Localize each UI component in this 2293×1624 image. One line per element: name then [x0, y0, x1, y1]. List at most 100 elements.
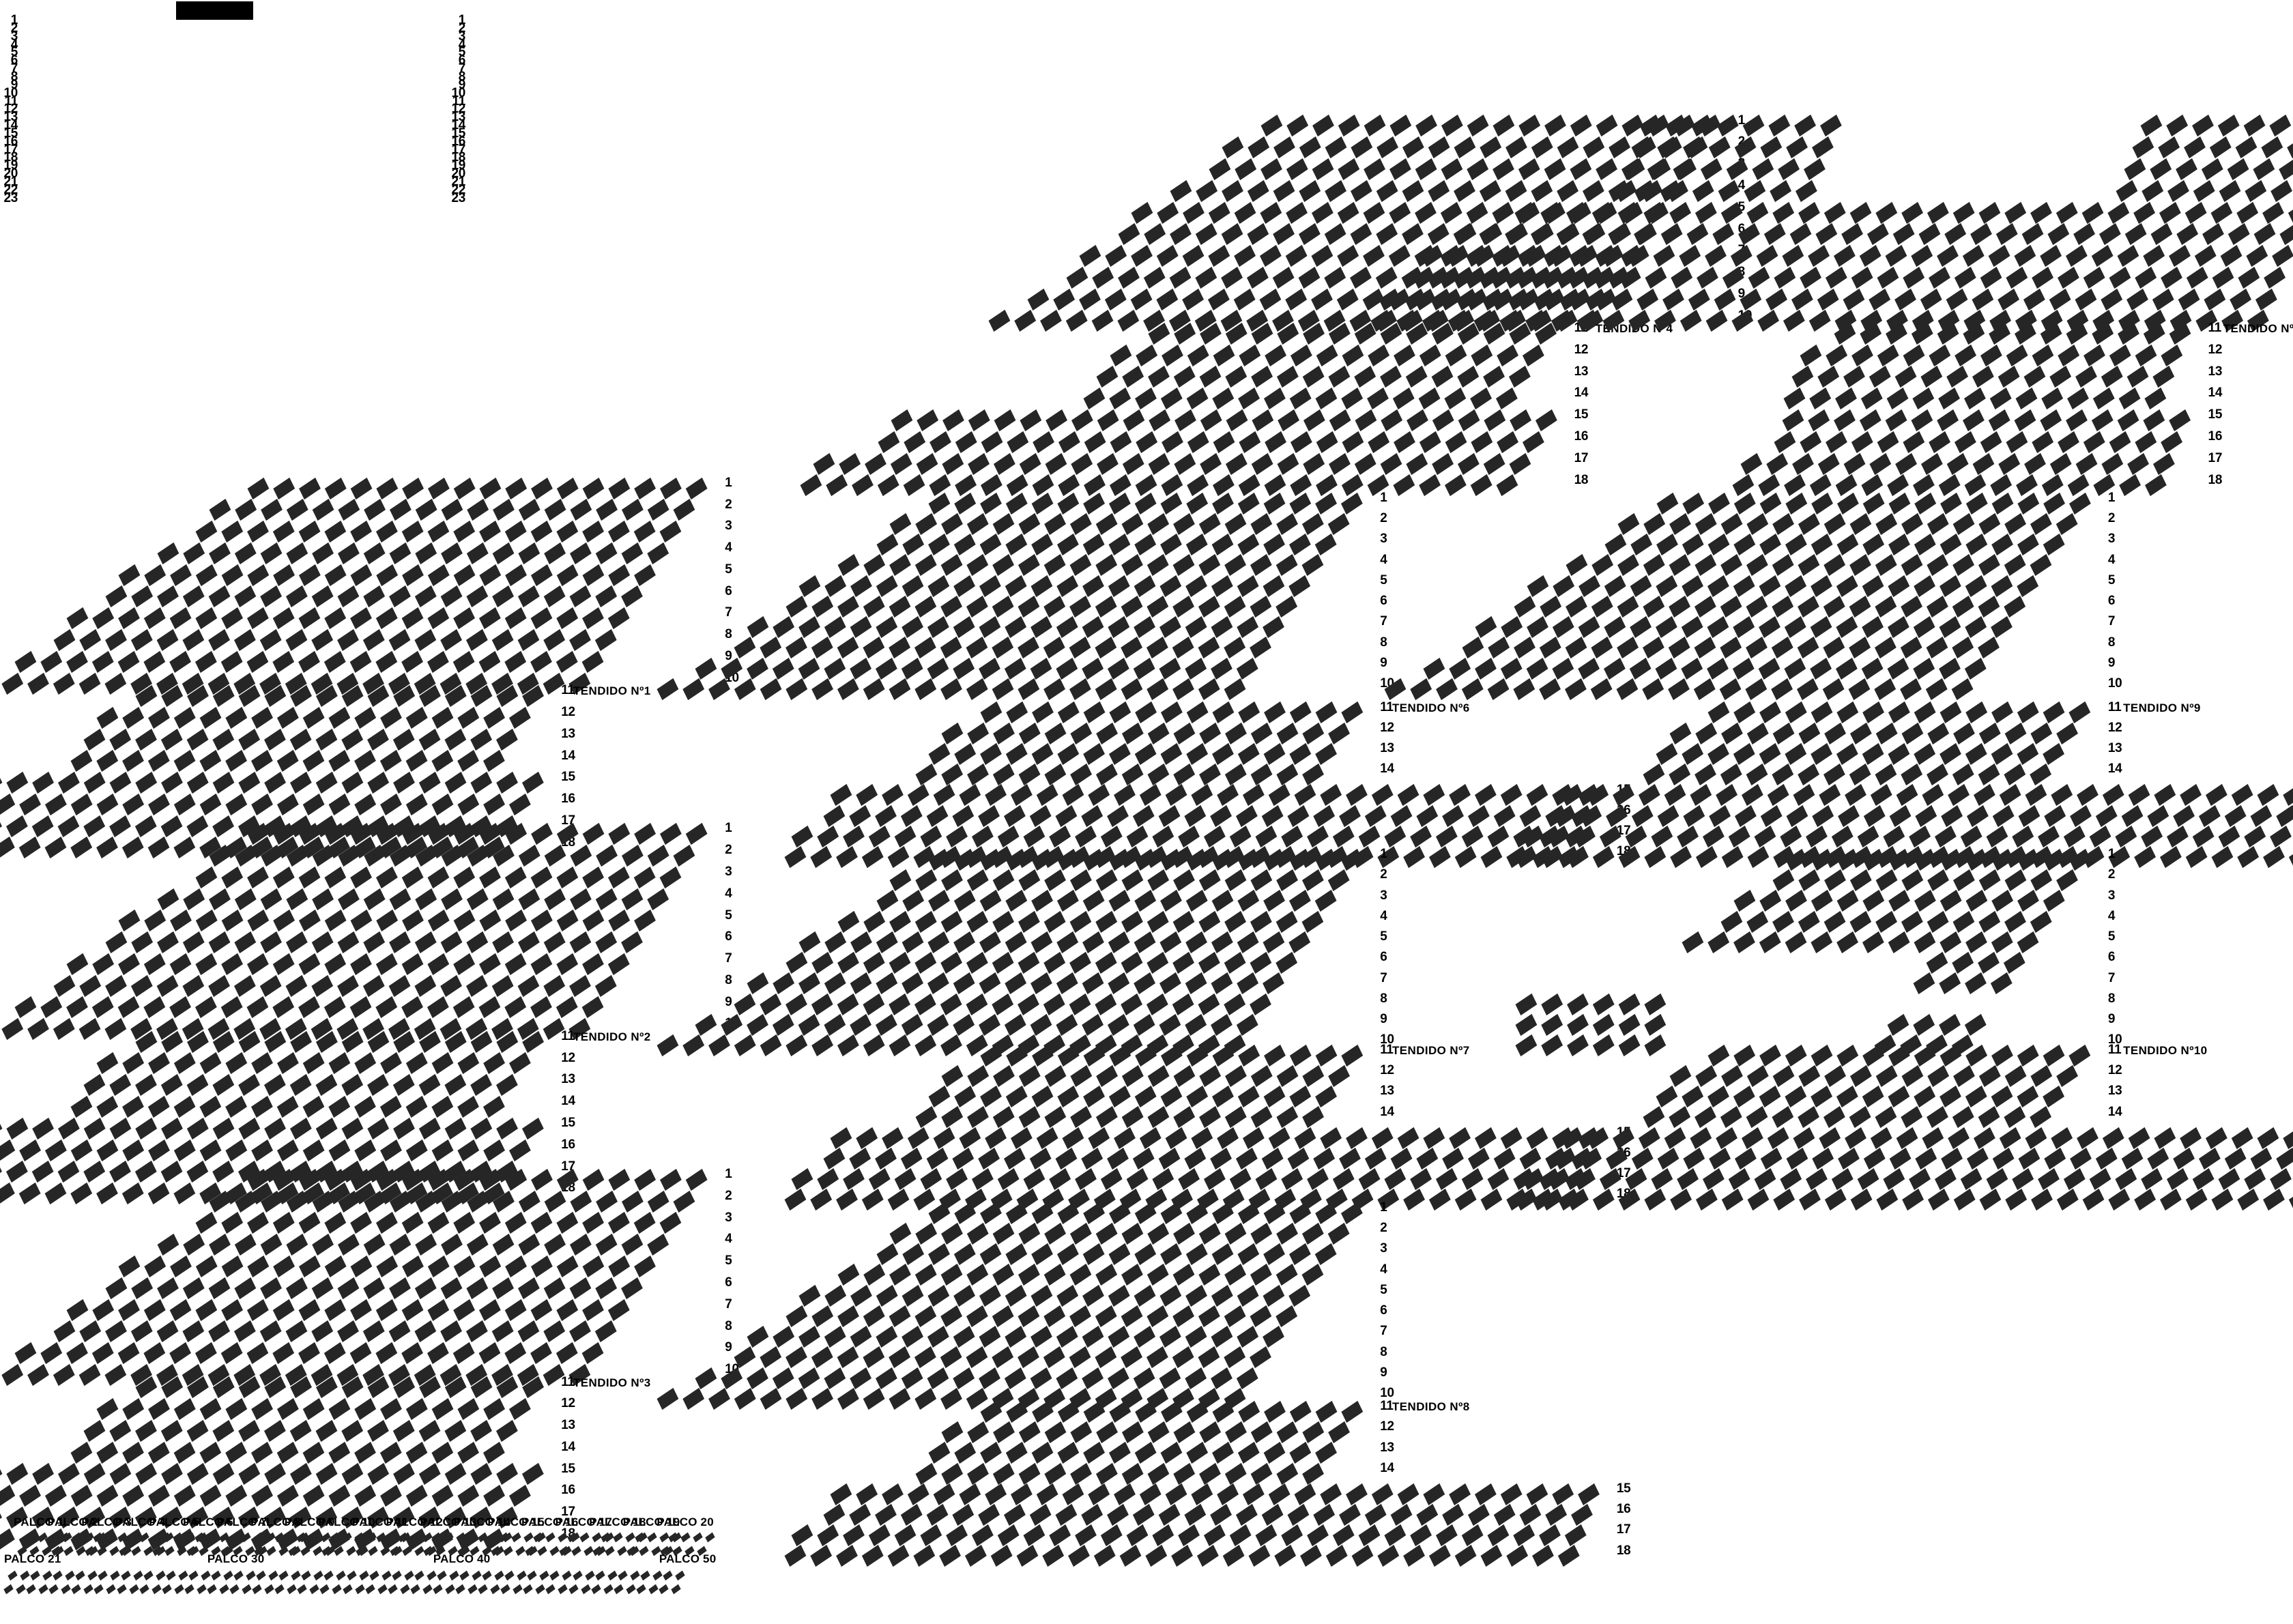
palco-box-39-row-1[interactable] — [414, 1569, 439, 1582]
seat[interactable] — [173, 1397, 196, 1420]
seat[interactable] — [1718, 179, 1740, 202]
seat[interactable] — [470, 1073, 493, 1096]
seat[interactable] — [646, 542, 669, 564]
seat[interactable] — [285, 931, 308, 953]
seat[interactable] — [1496, 387, 1518, 409]
seat[interactable] — [1505, 136, 1527, 158]
seat[interactable] — [2117, 322, 2139, 345]
seat[interactable] — [414, 542, 437, 564]
seat[interactable] — [277, 706, 299, 729]
seat[interactable] — [2057, 1188, 2079, 1210]
seat[interactable] — [1480, 1544, 1503, 1567]
seat[interactable] — [0, 793, 16, 815]
seat[interactable] — [1252, 409, 1273, 431]
seat[interactable] — [91, 953, 114, 975]
seat[interactable] — [152, 1546, 163, 1556]
seat[interactable] — [517, 1570, 527, 1581]
seat[interactable] — [1825, 266, 1847, 289]
seat[interactable] — [1911, 322, 1933, 345]
seat[interactable] — [298, 953, 321, 975]
seat[interactable] — [135, 684, 158, 707]
seat[interactable] — [2211, 1188, 2234, 1210]
seat[interactable] — [233, 628, 256, 651]
seat[interactable] — [1145, 1544, 1168, 1567]
seat[interactable] — [178, 1570, 188, 1581]
seat[interactable] — [582, 1255, 605, 1277]
seat[interactable] — [939, 1544, 962, 1567]
seat[interactable] — [220, 1342, 243, 1364]
seat[interactable] — [315, 1117, 338, 1140]
seat[interactable] — [418, 1073, 441, 1096]
seat[interactable] — [169, 1342, 191, 1364]
seat[interactable] — [811, 1034, 833, 1056]
seat[interactable] — [913, 1544, 936, 1567]
seat[interactable] — [891, 409, 913, 431]
seat[interactable] — [324, 1255, 347, 1277]
seat[interactable] — [66, 953, 89, 975]
seat[interactable] — [414, 1277, 437, 1299]
seat[interactable] — [657, 1034, 678, 1056]
seat[interactable] — [324, 866, 347, 888]
seat[interactable] — [376, 822, 399, 845]
seat[interactable] — [1238, 431, 1260, 453]
seat[interactable] — [400, 1584, 410, 1595]
seat[interactable] — [1675, 158, 1697, 180]
seat[interactable] — [264, 684, 287, 707]
seat[interactable] — [388, 1584, 398, 1595]
seat[interactable] — [671, 1584, 681, 1595]
seat[interactable] — [2271, 244, 2293, 267]
seat[interactable] — [367, 1117, 390, 1140]
seat[interactable] — [1796, 179, 1818, 202]
seat[interactable] — [811, 678, 833, 700]
seat[interactable] — [389, 542, 411, 564]
seat[interactable] — [83, 1584, 93, 1595]
seat[interactable] — [1535, 409, 1557, 431]
seat[interactable] — [785, 1034, 807, 1056]
seat[interactable] — [1939, 972, 1961, 994]
seat[interactable] — [1384, 678, 1407, 700]
seat[interactable] — [1042, 1544, 1065, 1567]
seat[interactable] — [1182, 244, 1205, 267]
seat[interactable] — [220, 650, 243, 673]
seat[interactable] — [2169, 409, 2191, 431]
seat[interactable] — [173, 1182, 196, 1204]
seat[interactable] — [199, 1397, 222, 1420]
seat[interactable] — [186, 1073, 209, 1096]
seat[interactable] — [321, 1546, 332, 1556]
seat[interactable] — [96, 1095, 119, 1118]
seat[interactable] — [0, 771, 3, 794]
seat[interactable] — [1196, 179, 1218, 202]
seat[interactable] — [2141, 179, 2163, 202]
seat[interactable] — [1593, 845, 1615, 868]
seat[interactable] — [914, 1034, 936, 1056]
seat[interactable] — [614, 1584, 624, 1595]
seat[interactable] — [1446, 244, 1469, 267]
seat[interactable] — [173, 1532, 184, 1543]
seat[interactable] — [708, 678, 730, 700]
seat[interactable] — [315, 684, 338, 707]
seat[interactable] — [105, 931, 127, 953]
seat[interactable] — [1376, 136, 1399, 158]
seat[interactable] — [515, 1546, 526, 1556]
seat[interactable] — [1619, 845, 1641, 868]
seat[interactable] — [212, 1419, 235, 1442]
palco-box-46-row-2[interactable] — [568, 1583, 594, 1595]
seat[interactable] — [246, 607, 269, 629]
seat[interactable] — [1454, 136, 1476, 158]
seat[interactable] — [517, 1233, 540, 1256]
seat[interactable] — [148, 1397, 171, 1420]
seat[interactable] — [401, 953, 424, 975]
seat[interactable] — [478, 1532, 488, 1543]
seat[interactable] — [143, 607, 166, 629]
seat[interactable] — [785, 678, 807, 700]
seat[interactable] — [517, 542, 540, 564]
seat[interactable] — [337, 1233, 360, 1256]
seat[interactable] — [659, 1584, 669, 1595]
seat[interactable] — [1380, 409, 1402, 431]
seat[interactable] — [903, 431, 925, 453]
seat[interactable] — [1834, 409, 1856, 431]
seat[interactable] — [85, 1546, 95, 1556]
seat[interactable] — [219, 1584, 229, 1595]
seat[interactable] — [1804, 158, 1826, 180]
seat[interactable] — [380, 1397, 403, 1420]
